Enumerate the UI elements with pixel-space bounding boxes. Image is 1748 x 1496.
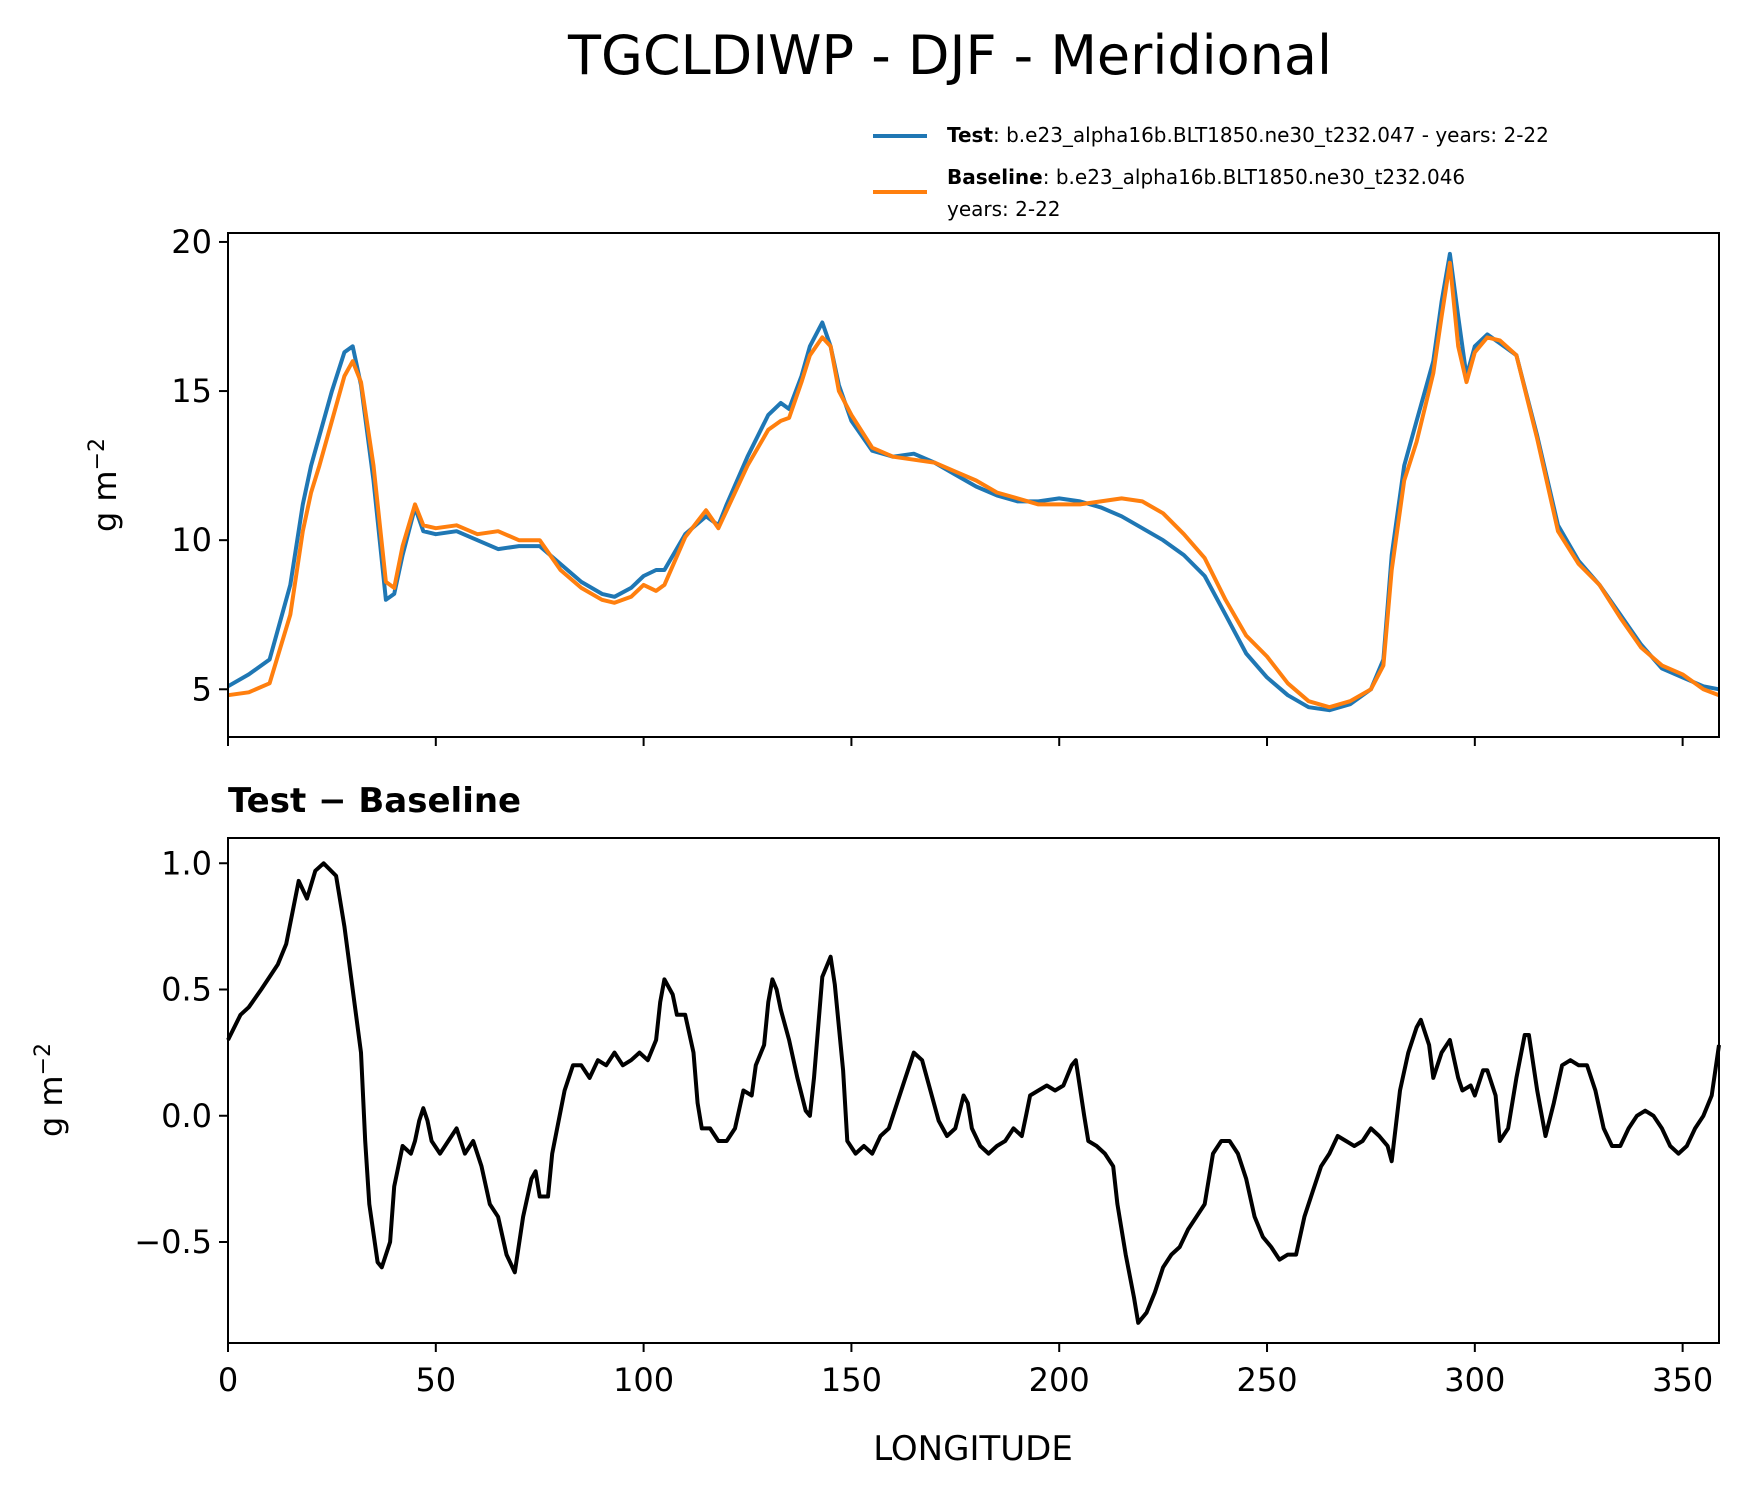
bottom-axes-frame (227, 837, 1720, 1344)
legend-test-text: : b.e23_alpha16b.BLT1850.ne30_t232.047 -… (993, 123, 1549, 147)
bottom-xtick-label: 200 (1029, 1361, 1090, 1399)
legend-baseline-entry: Baseline: b.e23_alpha16b.BLT1850.ne30_t2… (947, 165, 1465, 189)
top-axes-frame (227, 232, 1720, 738)
bottom-y-axis-label-base: g m (32, 1075, 70, 1137)
bottom-ytick-label: 0.5 (161, 971, 212, 1009)
bottom-xtick-label: 300 (1444, 1361, 1505, 1399)
top-y-axis-label: g m−2 (85, 438, 124, 532)
bottom-xtick-label: 100 (613, 1361, 674, 1399)
bottom-xtick-label: 150 (821, 1361, 882, 1399)
top-series-lines (227, 251, 1720, 713)
top-ticks: 5 10 15 20 (171, 223, 1684, 746)
bottom-y-axis-label: g m−2 (31, 1043, 70, 1137)
legend: Test: b.e23_alpha16b.BLT1850.ne30_t232.0… (873, 123, 1549, 221)
legend-baseline-label: Baseline (947, 165, 1043, 189)
bottom-xtick-label: 350 (1652, 1361, 1713, 1399)
bottom-panel-title: Test − Baseline (228, 781, 521, 821)
bottom-ytick-label: 0.0 (161, 1097, 212, 1135)
top-ytick-label: 20 (171, 223, 212, 261)
bottom-y-axis-label-exponent: −2 (31, 1043, 56, 1075)
bottom-xtick-label: 0 (218, 1361, 238, 1399)
bottom-series-lines (226, 861, 1721, 1325)
legend-test-entry: Test: b.e23_alpha16b.BLT1850.ne30_t232.0… (947, 123, 1549, 147)
figure-title: TGCLDIWP - DJF - Meridional (567, 24, 1332, 87)
bottom-xtick-label: 50 (415, 1361, 456, 1399)
bottom-ytick-label: 1.0 (161, 844, 212, 882)
top-panel: 5 10 15 20 g m−2 (85, 223, 1720, 746)
top-y-axis-label-exponent: −2 (85, 438, 110, 470)
bottom-series-test-baseline (226, 861, 1721, 1325)
top-y-axis-label-base: g m (86, 470, 124, 532)
top-ytick-label: 15 (171, 372, 212, 410)
legend-baseline-years: years: 2-22 (947, 197, 1061, 221)
top-series-baseline (227, 260, 1720, 710)
bottom-ytick-label: −0.5 (134, 1223, 212, 1261)
top-ytick-label: 10 (171, 521, 212, 559)
x-axis-label: LONGITUDE (873, 1429, 1073, 1469)
legend-baseline-text: : b.e23_alpha16b.BLT1850.ne30_t232.046 (1043, 165, 1465, 189)
bottom-xtick-label: 250 (1236, 1361, 1297, 1399)
bottom-panel: Test − Baseline −0.5 0.0 0.5 1.0 0 50 100 150 20… (31, 781, 1721, 1469)
bottom-ticks: −0.5 0.0 0.5 1.0 0 50 100 150 200 250 300 350 (134, 844, 1713, 1399)
legend-test-label: Test (947, 123, 993, 147)
top-ytick-label: 5 (192, 670, 212, 708)
